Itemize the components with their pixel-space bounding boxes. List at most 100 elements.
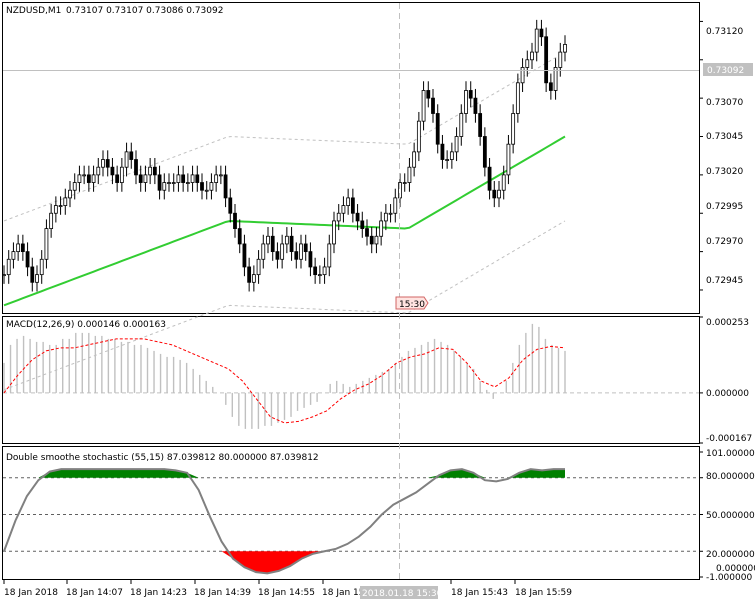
candle-body <box>275 251 280 260</box>
price-label: 0.73120 <box>706 27 743 37</box>
candle-body <box>369 235 374 245</box>
candle-body <box>464 90 468 114</box>
candle-body <box>200 182 204 191</box>
price-label: 0.73045 <box>706 132 743 142</box>
candle-body <box>101 159 105 168</box>
candle-body <box>299 243 303 260</box>
stoch-axis-label: 101.000000 <box>706 449 755 459</box>
price-label: 0.72995 <box>706 202 743 212</box>
candle-body <box>176 174 181 183</box>
candle-body <box>237 228 242 245</box>
stoch-axis-label: 0.000000 <box>716 564 755 574</box>
macd-axis-label: 0.000000 <box>706 389 749 399</box>
candle-body <box>520 67 525 84</box>
candle-body <box>426 90 431 99</box>
candle-body <box>167 182 171 184</box>
stoch-axis-label: 20.000000 <box>706 550 755 560</box>
candle-body <box>256 258 261 276</box>
macd-axis-label: -0.000167 <box>706 434 752 444</box>
candle-body <box>379 220 384 237</box>
candle-body <box>468 90 473 99</box>
candle-body <box>143 174 148 183</box>
stoch-oversold-fill <box>4 551 565 574</box>
main-panel-frame <box>2 2 700 314</box>
candle-body <box>346 197 351 206</box>
time-label: 18 Jan 14:55 <box>258 588 315 598</box>
candlesticks <box>2 19 567 292</box>
candle-body <box>355 212 360 222</box>
candle-body <box>487 166 492 191</box>
candle-body <box>284 235 289 245</box>
price-label: 0.73020 <box>706 167 743 177</box>
candle-body <box>228 197 233 214</box>
candle-body <box>501 174 506 191</box>
candle-body <box>431 97 435 114</box>
candle-body <box>30 266 35 283</box>
candle-body <box>350 197 355 214</box>
candle-body <box>449 151 454 160</box>
candle-body <box>195 174 200 183</box>
candle-body <box>68 189 72 199</box>
candle-body <box>119 166 124 183</box>
candle-body <box>445 159 450 161</box>
price-axis-ticks <box>699 20 703 291</box>
candle-body <box>157 174 162 191</box>
candle-body <box>134 159 138 176</box>
candle-body <box>360 220 365 229</box>
candle-body <box>44 228 49 260</box>
candle-body <box>497 189 501 199</box>
candle-body <box>402 182 407 184</box>
candle-body <box>308 251 313 268</box>
envelope-bands <box>3 51 566 391</box>
current-price-box <box>703 63 753 76</box>
candle-body <box>124 151 129 168</box>
candle-body <box>482 136 487 168</box>
candle-body <box>416 120 421 153</box>
candle-body <box>209 182 214 191</box>
time-label: 18 Jan 15:43 <box>451 588 508 598</box>
candle-body <box>39 258 44 276</box>
moving-average <box>3 135 566 307</box>
candle-body <box>435 113 440 145</box>
candle-body <box>548 82 553 91</box>
candle-body <box>2 274 6 277</box>
ma-line <box>3 135 566 307</box>
candle-body <box>63 197 68 206</box>
candle-body <box>563 44 567 53</box>
candle-body <box>105 159 110 168</box>
candle-body <box>440 143 445 160</box>
candle-body <box>72 182 77 191</box>
stoch-label: Double smoothe stochastic (55,15) 87.039… <box>6 453 319 463</box>
candle-body <box>77 174 82 183</box>
candle-body <box>251 274 256 283</box>
stoch-panel-frame <box>2 446 700 580</box>
crosshair-time-label: 15:30 <box>399 300 425 310</box>
macd-axis-label: 0.000253 <box>706 318 749 328</box>
time-label: 18 Jan 14:07 <box>66 588 123 598</box>
macd-label: MACD(12,26,9) 0.000146 0.000163 <box>6 320 166 330</box>
stoch-line <box>3 468 565 575</box>
candle-body <box>266 235 270 245</box>
stoch-axis-label: 50.000000 <box>706 511 755 521</box>
candle-body <box>478 113 483 137</box>
candle-body <box>515 82 520 114</box>
stoch-axis-label: -1.000000 <box>706 573 752 583</box>
macd-series <box>3 316 703 444</box>
time-label: 18 Jan 14:23 <box>130 588 187 598</box>
candle-body <box>204 189 209 192</box>
macd-panel-frame <box>2 316 700 444</box>
candle-body <box>110 166 115 176</box>
candle-body <box>223 174 228 199</box>
candle-body <box>525 59 530 68</box>
candle-body <box>96 166 101 176</box>
stoch-axis-label: 80.000000 <box>706 472 755 482</box>
candle-body <box>511 113 516 145</box>
ohlc-values: 0.73107 0.73107 0.73086 0.73092 <box>66 6 223 16</box>
candle-body <box>421 90 426 122</box>
candle-body <box>270 235 275 253</box>
candle-body <box>412 151 417 168</box>
candle-body <box>16 243 21 253</box>
price-label: 0.72945 <box>706 276 743 286</box>
